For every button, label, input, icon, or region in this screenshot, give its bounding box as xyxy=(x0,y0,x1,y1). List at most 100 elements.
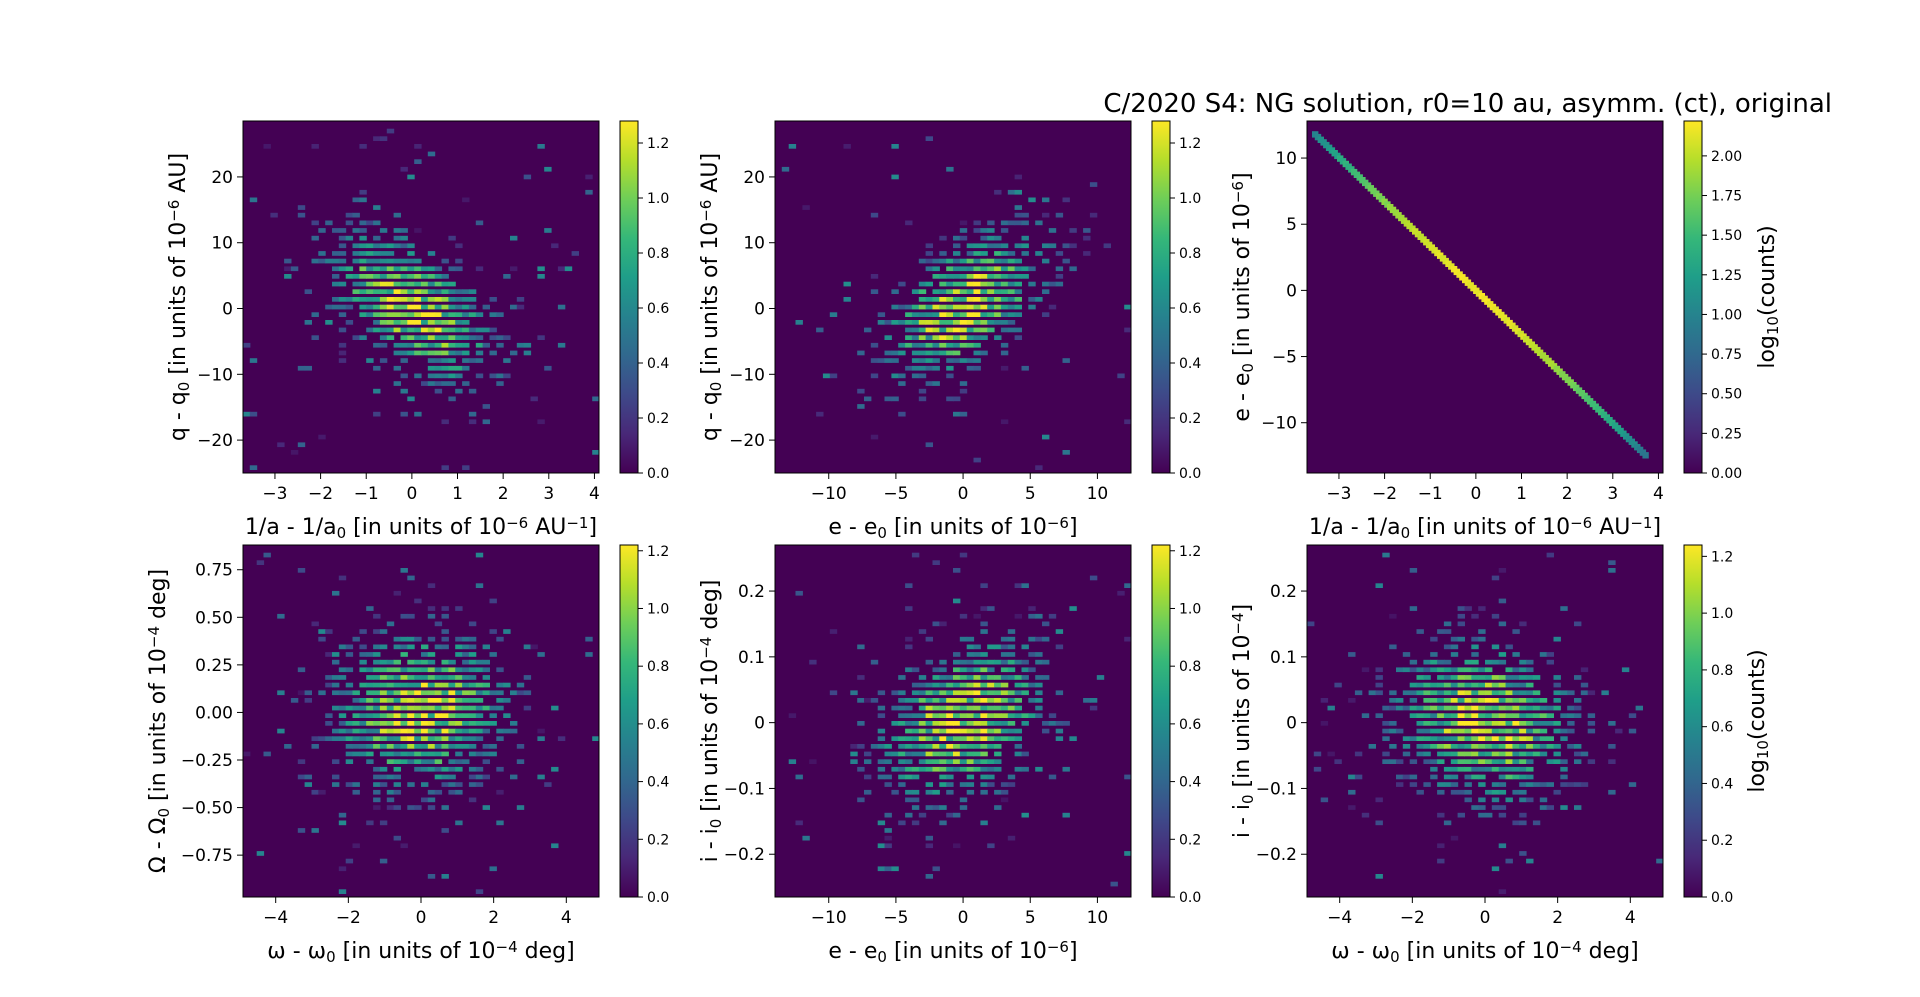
hexbin-cell xyxy=(1409,667,1418,673)
hexbin-cell xyxy=(1062,812,1070,818)
hexbin-cell xyxy=(434,274,443,279)
hexbin-cell xyxy=(1478,805,1486,810)
hexbin-cell xyxy=(1000,350,1009,356)
hexbin-cell xyxy=(386,243,395,249)
hexbin-cell xyxy=(973,297,981,302)
hexbin-cell xyxy=(946,744,954,749)
hexbin-cell xyxy=(980,820,988,826)
hexbin-cell xyxy=(318,228,326,233)
hexbin-cell xyxy=(373,682,381,688)
hexbin-cell xyxy=(510,350,518,356)
hexbin-cell xyxy=(891,766,899,772)
hexbin-cell xyxy=(427,373,436,379)
hexbin-cell xyxy=(1124,419,1131,425)
hexbin-cell xyxy=(1396,782,1404,787)
hexbin-cell xyxy=(980,698,988,703)
hexbin-cell xyxy=(393,789,401,795)
hexbin-cell xyxy=(414,159,422,164)
hexbin-cell xyxy=(366,728,374,734)
hexbin-cell xyxy=(516,690,525,696)
colorbar-gradient xyxy=(619,120,639,474)
hexbin-cell xyxy=(1007,320,1016,325)
y-tick-label: 10 xyxy=(211,234,233,254)
hexbin-cell xyxy=(434,297,443,302)
hexbin-cell xyxy=(379,667,388,673)
hexbin-cell xyxy=(959,721,968,726)
hexbin-cell xyxy=(400,373,408,379)
hexbin-cell xyxy=(441,365,449,371)
hexbin-cell xyxy=(393,659,401,665)
colorbar-tick-label: 0.2 xyxy=(1179,832,1201,848)
hexbin-cell xyxy=(973,667,981,673)
hexbin-cell xyxy=(1532,751,1541,757)
hexbin-cell xyxy=(980,690,988,696)
hexbin-cell xyxy=(857,698,865,703)
hexbin-cell xyxy=(884,774,892,780)
colorbar-tick-label: 1.0 xyxy=(1179,601,1201,617)
hexbin-cell xyxy=(1007,274,1016,279)
hexbin-cell xyxy=(407,281,415,287)
hexbin-cell xyxy=(980,713,988,718)
hexbin-cell xyxy=(434,789,443,795)
hexbin-cell xyxy=(1402,667,1411,673)
hexbin-cell xyxy=(1532,675,1541,680)
hexbin-cell xyxy=(959,705,968,711)
hexbin-cell xyxy=(393,667,401,673)
hexbin-cell xyxy=(407,705,415,711)
hexbin-cell xyxy=(946,258,954,264)
hexbin-cell xyxy=(1035,220,1043,226)
hexbin-cell xyxy=(1560,759,1568,764)
hexbin-cell xyxy=(455,690,463,696)
hexbin-cell xyxy=(1519,713,1527,718)
hexbin-cell xyxy=(373,297,381,302)
hexbin-cell xyxy=(1505,751,1513,757)
hexbin-cell xyxy=(434,667,443,673)
hexbin-cell xyxy=(966,744,975,749)
hexbin-cell xyxy=(393,759,401,764)
hexbin-cell xyxy=(448,335,456,340)
hexbin-cell xyxy=(1014,220,1022,226)
hexbin-cell xyxy=(1000,667,1009,673)
hexbin-cell xyxy=(345,751,354,757)
hexbin-cell xyxy=(1526,774,1534,780)
hexbin-cell xyxy=(1430,667,1438,673)
hexbin-cell xyxy=(407,320,415,325)
hexbin-cell xyxy=(366,675,374,680)
hexbin-cell xyxy=(980,297,988,302)
hexbin-cell xyxy=(373,667,381,673)
hexbin-cell xyxy=(1580,751,1589,757)
y-tick-label: 0 xyxy=(1286,714,1297,734)
hexbin-cell xyxy=(959,266,968,272)
hexbin-cell xyxy=(925,442,933,448)
hexbin-cell xyxy=(448,381,456,386)
hexbin-cell xyxy=(891,350,899,356)
hexbin-cell xyxy=(338,235,347,241)
hexbin-cell xyxy=(366,713,374,718)
hexbin-cell xyxy=(393,835,401,841)
hexbin-cell xyxy=(1457,705,1465,711)
hexbin-cell xyxy=(925,736,933,741)
hexbin-cell xyxy=(373,342,381,348)
hexbin-cell xyxy=(427,320,436,325)
hexbin-cell xyxy=(973,312,981,317)
hexbin-cell xyxy=(393,289,401,294)
hexbin-cell xyxy=(297,759,306,764)
hexbin-cell xyxy=(932,365,940,371)
hexbin-cell xyxy=(1526,690,1534,696)
colorbar-tick-label: 0.0 xyxy=(647,890,669,906)
hexbin-cell xyxy=(1491,736,1500,741)
x-tick-label: 10 xyxy=(1087,908,1109,928)
hexbin-cell xyxy=(414,289,422,294)
hexbin-cell xyxy=(462,365,470,371)
hexbin-cells xyxy=(243,128,599,470)
x-tick-label: 2 xyxy=(1562,484,1573,504)
hexbin-cell xyxy=(325,713,333,718)
hexbin-cell xyxy=(795,320,803,325)
colorbar-tick-label: 2.00 xyxy=(1711,149,1742,165)
colorbar-tick-label: 0.8 xyxy=(1179,246,1201,262)
hexbin-cell xyxy=(379,312,388,317)
hexbin-cell xyxy=(1375,682,1383,688)
hexbin-cell xyxy=(448,682,456,688)
hexbin-cell xyxy=(373,243,381,249)
